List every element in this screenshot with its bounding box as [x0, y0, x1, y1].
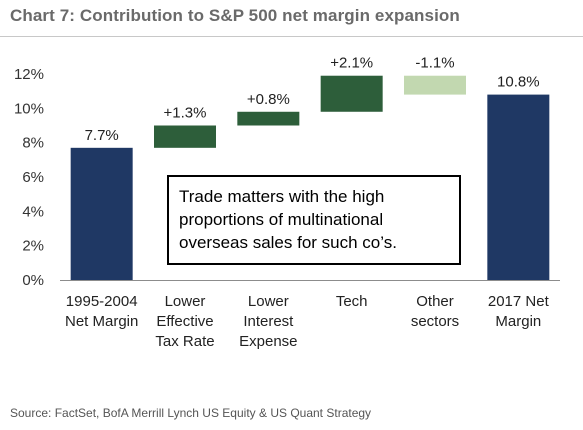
source-note: Source: FactSet, BofA Merrill Lynch US E… [10, 406, 372, 420]
category-label: Interest [243, 313, 294, 330]
bars [70, 75, 550, 280]
y-axis: 0% 2% 4% 6% 8% 10% 12% [14, 66, 560, 289]
y-tick-label: 6% [22, 169, 44, 186]
bar [70, 147, 133, 280]
bar [487, 94, 550, 280]
y-tick-label: 8% [22, 135, 44, 152]
bar-labels: 7.7% +1.3% +0.8% +2.1% -1.1% 10.8% [85, 55, 540, 144]
category-label: sectors [411, 313, 459, 330]
category-label: Lower [248, 293, 289, 310]
bar-value-label: +0.8% [247, 91, 290, 108]
category-label: Tech [336, 293, 368, 310]
category-label: Margin [495, 313, 541, 330]
category-label: Net Margin [65, 313, 138, 330]
annotation-line: overseas sales for such co’s. [179, 233, 397, 252]
category-label: Lower [165, 293, 206, 310]
y-tick-label: 2% [22, 238, 44, 255]
category-label: 2017 Net [488, 293, 550, 310]
bar-value-label: 7.7% [85, 127, 119, 144]
category-label: Other [416, 293, 454, 310]
chart-title: Chart 7: Contribution to S&P 500 net mar… [10, 6, 460, 25]
category-label: Effective [156, 313, 213, 330]
y-tick-label: 12% [14, 66, 44, 83]
title-divider [0, 36, 583, 37]
category-labels: 1995-2004 Net Margin Lower Effective Tax Rat… [65, 293, 550, 350]
bar [237, 111, 300, 126]
y-tick-label: 4% [22, 203, 44, 220]
annotation-box: Trade matters with the high proportions … [167, 175, 461, 265]
category-label: Tax Rate [155, 333, 214, 350]
bar [320, 75, 383, 112]
annotation-line: Trade matters with the high [179, 187, 385, 206]
bar-value-label: -1.1% [415, 55, 454, 72]
bar-value-label: +2.1% [330, 55, 373, 72]
y-tick-label: 10% [14, 100, 44, 117]
waterfall-chart: 0% 2% 4% 6% 8% 10% 12% 7.7% +1.3% +0.8% +2.1% -1.1… [14, 55, 560, 350]
y-tick-label: 0% [22, 272, 44, 289]
annotation-line: proportions of multinational [179, 210, 384, 229]
bar [404, 75, 466, 95]
category-label: 1995-2004 [66, 293, 138, 310]
bar-value-label: 10.8% [497, 74, 540, 91]
bar-value-label: +1.3% [164, 105, 207, 122]
category-label: Expense [239, 333, 297, 350]
bar [154, 125, 216, 148]
